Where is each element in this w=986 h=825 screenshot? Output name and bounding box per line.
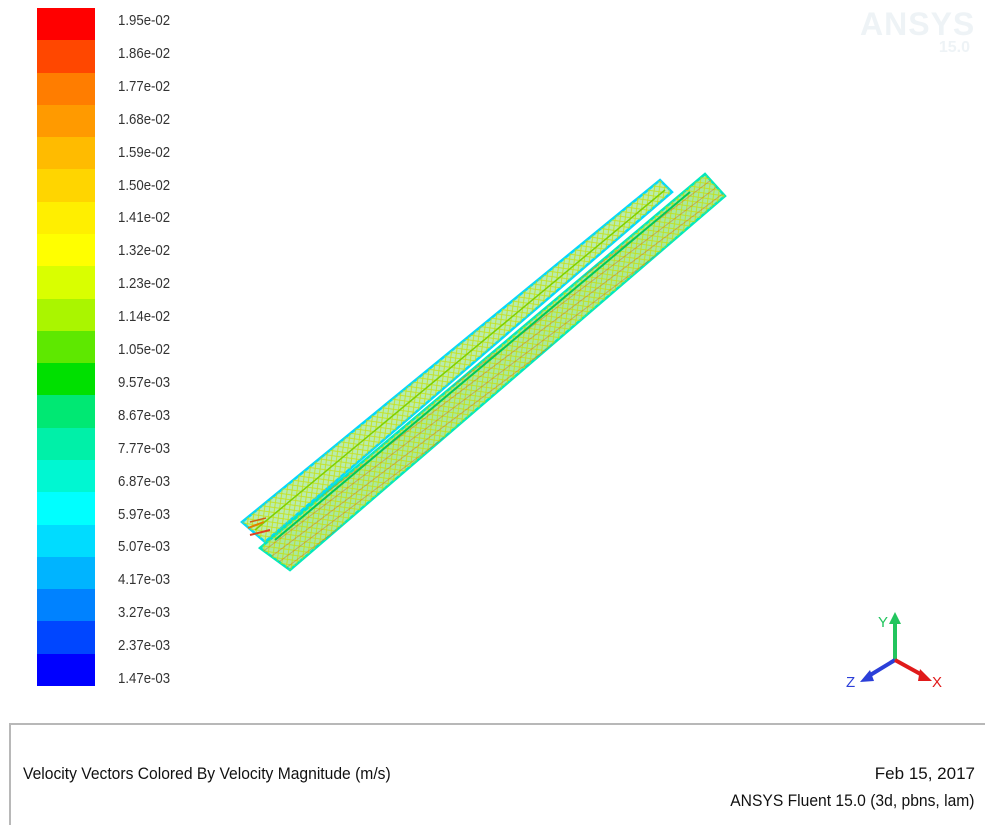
- legend-label: 9.57e-03: [118, 374, 170, 391]
- legend-label: 6.87e-03: [118, 473, 170, 490]
- legend-label: 1.23e-02: [118, 275, 170, 292]
- legend-label: 1.05e-02: [118, 341, 170, 358]
- velocity-vector-pipe-render: [220, 150, 760, 580]
- z-axis-label: Z: [846, 674, 855, 691]
- caption-panel: Velocity Vectors Colored By Velocity Mag…: [9, 723, 985, 825]
- legend-swatch: [37, 428, 95, 461]
- coordinate-axes-triad: Y Z X: [840, 605, 950, 695]
- legend-swatch: [37, 266, 95, 299]
- legend-label: 4.17e-03: [118, 571, 170, 588]
- legend-swatch: [37, 137, 95, 170]
- x-axis-label: X: [932, 674, 942, 691]
- legend-swatch: [37, 73, 95, 106]
- legend-swatch: [37, 105, 95, 138]
- legend-swatch: [37, 331, 95, 364]
- legend-label: 7.77e-03: [118, 440, 170, 457]
- legend-label: 1.68e-02: [118, 111, 170, 128]
- legend-label: 1.50e-02: [118, 177, 170, 194]
- legend-swatch: [37, 460, 95, 493]
- pipe-bundle: [242, 174, 725, 570]
- legend-swatch: [37, 589, 95, 622]
- legend-label: 8.67e-03: [118, 407, 170, 424]
- legend-label: 1.47e-03: [118, 670, 170, 687]
- legend-swatch: [37, 202, 95, 235]
- legend-swatch: [37, 363, 95, 396]
- legend-label: 2.37e-03: [118, 637, 170, 654]
- color-legend-bar: [37, 8, 95, 686]
- legend-swatch: [37, 557, 95, 590]
- legend-swatch: [37, 395, 95, 428]
- legend-label: 1.77e-02: [118, 78, 170, 95]
- legend-label: 1.86e-02: [118, 45, 170, 62]
- legend-swatch: [37, 299, 95, 332]
- legend-label: 1.59e-02: [118, 144, 170, 161]
- legend-label: 1.14e-02: [118, 308, 170, 325]
- watermark-brand: ANSYS: [860, 6, 970, 43]
- ansys-watermark: ANSYS 15.0: [860, 6, 970, 57]
- legend-label: 5.97e-03: [118, 506, 170, 523]
- plot-title: Velocity Vectors Colored By Velocity Mag…: [23, 764, 391, 784]
- legend-swatch: [37, 40, 95, 73]
- y-axis-arrow: [889, 612, 901, 624]
- legend-label: 1.32e-02: [118, 242, 170, 259]
- solver-info: ANSYS Fluent 15.0 (3d, pbns, lam): [731, 791, 975, 811]
- legend-label: 1.41e-02: [118, 209, 170, 226]
- legend-swatch: [37, 234, 95, 267]
- legend-swatch: [37, 525, 95, 558]
- legend-swatch: [37, 654, 95, 687]
- legend-swatch: [37, 8, 95, 41]
- x-axis-arrow: [918, 669, 932, 681]
- y-axis-label: Y: [878, 614, 888, 631]
- plot-date: Feb 15, 2017: [875, 764, 975, 784]
- legend-swatch: [37, 621, 95, 654]
- legend-label: 1.95e-02: [118, 12, 170, 29]
- legend-swatch: [37, 492, 95, 525]
- legend-label: 5.07e-03: [118, 538, 170, 555]
- legend-label: 3.27e-03: [118, 604, 170, 621]
- graphics-viewport[interactable]: [220, 150, 760, 580]
- legend-swatch: [37, 169, 95, 202]
